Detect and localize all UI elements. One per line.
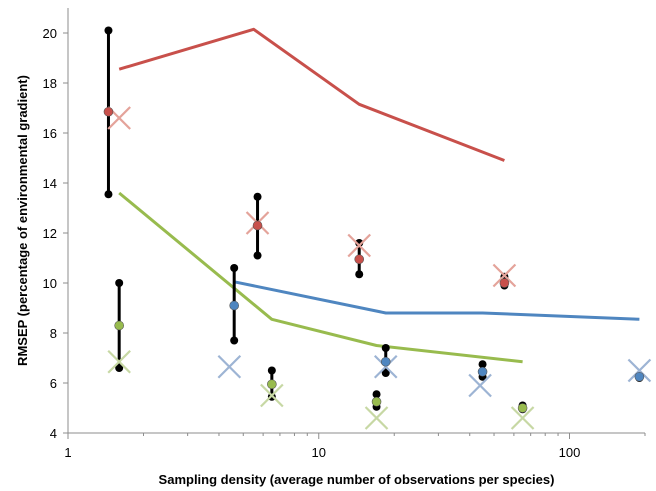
error-bars (104, 26, 644, 414)
x-axis-title: Sampling density (average number of obse… (159, 472, 555, 487)
x-marker (627, 358, 652, 383)
x-marker-stroke (260, 383, 284, 408)
data-points (103, 106, 645, 413)
blue-data-point (380, 356, 391, 367)
x-markers (107, 106, 652, 430)
x-marker-stroke (510, 406, 535, 430)
x-marker (510, 406, 535, 430)
x-marker-stroke (364, 406, 389, 430)
error-bar-cap (253, 192, 262, 201)
x-marker (260, 383, 284, 408)
x-marker-stroke (347, 233, 371, 258)
y-tick-label: 12 (43, 226, 57, 241)
x-marker-stroke (217, 354, 242, 379)
x-marker (364, 406, 389, 430)
y-tick-label: 16 (43, 126, 57, 141)
error-bar-cap (253, 251, 262, 260)
error-bar-cap (104, 190, 113, 199)
x-marker-stroke (373, 354, 398, 379)
green-data-point (267, 379, 277, 390)
red-data-point (103, 106, 114, 117)
x-marker-stroke (492, 263, 517, 288)
x-marker (373, 354, 398, 379)
blue-series-line (233, 280, 640, 321)
red-data-point (354, 254, 365, 265)
x-marker (107, 349, 131, 374)
x-marker (347, 233, 371, 258)
axis-labels: 4 6 8 10 12 14 16 18 20 1 10 100 Sampling density (a… (15, 26, 580, 487)
x-tick-label: 100 (559, 445, 581, 460)
x-marker-stroke (107, 349, 131, 374)
error-bar-cap (478, 360, 487, 369)
red-series-line (118, 27, 505, 162)
y-tick-label: 6 (50, 376, 57, 391)
axes (63, 8, 646, 439)
error-bar-cap (230, 264, 239, 272)
green-data-point (517, 403, 528, 413)
error-bar-cap (381, 344, 390, 352)
x-marker-stroke (468, 373, 492, 398)
blue-data-point (477, 366, 488, 377)
error-bar-cap (355, 270, 364, 279)
x-marker (468, 373, 492, 398)
green-data-point (371, 396, 382, 407)
y-tick-label: 20 (43, 26, 57, 41)
error-bar-cap (230, 336, 239, 345)
y-axis-title: RMSEP (percentage of environmental gradi… (15, 75, 30, 366)
x-marker (217, 354, 242, 379)
green-data-point (114, 320, 124, 331)
error-bar-cap (115, 364, 124, 372)
y-tick-label: 18 (43, 76, 57, 91)
x-tick-label: 10 (312, 445, 326, 460)
y-tick-label: 10 (43, 276, 57, 291)
y-tick-label: 14 (43, 176, 57, 191)
error-bar-cap (115, 279, 124, 287)
green-series-line (118, 191, 523, 364)
error-bar-cap (372, 390, 381, 399)
error-bar-cap (381, 369, 390, 377)
x-tick-label: 1 (64, 445, 71, 460)
red-data-point (499, 278, 510, 288)
blue-data-point (229, 300, 239, 311)
y-tick-label: 4 (50, 426, 57, 441)
error-bar-cap (267, 366, 276, 375)
error-bar-cap (104, 26, 113, 35)
red-data-point (252, 220, 263, 231)
blue-data-point (634, 371, 645, 382)
x-marker (492, 263, 517, 288)
series-lines (118, 27, 640, 364)
x-marker-stroke (627, 358, 652, 383)
x-marker-stroke (107, 106, 131, 130)
y-tick-label: 8 (50, 326, 57, 341)
